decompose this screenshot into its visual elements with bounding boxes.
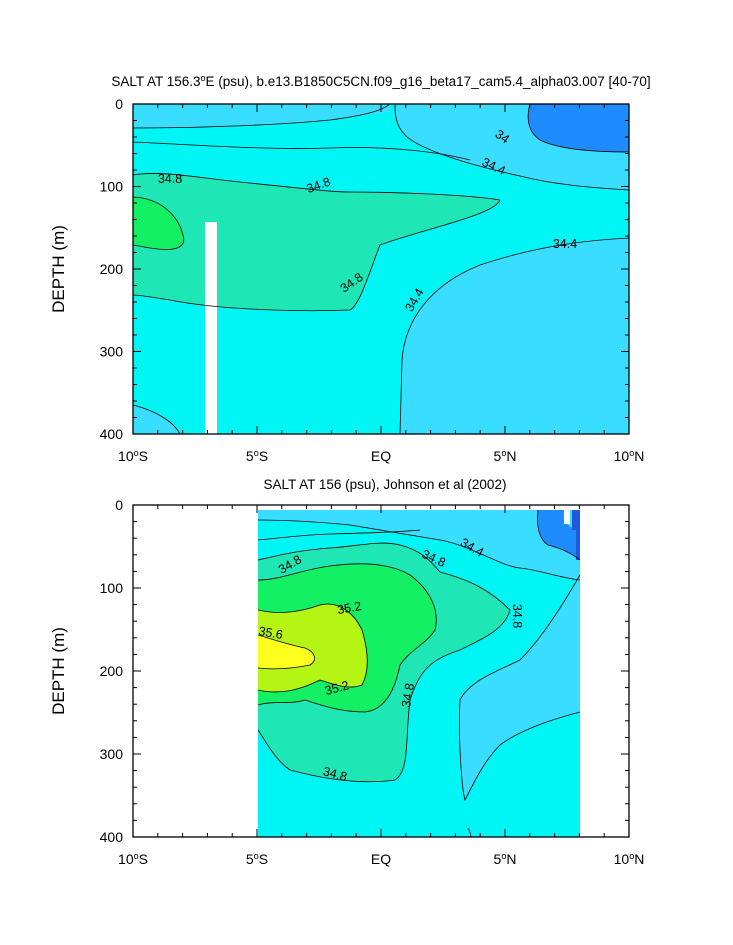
x-tick-label: EQ [371,448,391,464]
salinity-field-34-34.4-right [459,575,580,800]
x-tick-label: 5oN [494,851,517,867]
panel-2-title: SALT AT 156 (psu), Johnson et al (2002) [264,477,507,492]
salinity-field-lt-34 [528,104,629,152]
panel-2: SALT AT 156 (psu), Johnson et al (2002) [49,477,644,867]
panel-1-axes: 0 100 200 300 400 10oS 5oS EQ 5oN 10oN [100,96,645,464]
salinity-field-34-34.4-top [258,510,580,580]
salinity-field-34-34.4-bottom-left [133,405,180,434]
contour-label: 34.8 [158,172,182,186]
contour-label: 34.4 [553,237,577,251]
x-tick-label: 10oS [118,448,148,464]
salinity-field-lt-34 [537,510,580,560]
contour-label: 35.2 [323,678,350,698]
panel-2-fields [258,510,580,837]
panel-1-title: SALT AT 156.3oE (psu), b.e13.B1850C5CN.f… [111,73,650,89]
contour-label: 34.8 [510,604,524,628]
salinity-field-35.2-35.6 [133,197,184,250]
contour-label: 35.2 [336,599,362,617]
y-tick-label: 0 [115,96,123,112]
salinity-field-34.8-35.2 [133,173,500,311]
panel-2-contour-lines [258,510,580,837]
panel-2-axes: 0 100 200 300 400 10oS 5oS EQ 5oN 10oN [100,497,645,867]
x-tick-label: 5oS [246,448,268,464]
x-tick-label: 5oS [246,851,268,867]
missing-data-notch [564,510,570,524]
panel-2-y-axis-label: DEPTH (m) [49,627,68,715]
y-tick-label: 0 [115,497,123,513]
panel-1-y-axis-label: DEPTH (m) [49,225,68,313]
salinity-field-34-34.4-deep [400,238,629,434]
salinity-field-34-34.4-top-left [133,104,390,128]
y-tick-label: 200 [100,261,124,277]
x-tick-label: EQ [371,851,391,867]
y-tick-label: 400 [100,829,124,845]
y-tick-label: 300 [100,344,124,360]
x-tick-label: 10oN [614,448,645,464]
contour-label: 34.8 [321,764,348,784]
salinity-field-34-deep [572,510,580,560]
x-tick-label: 10oS [118,851,148,867]
y-tick-label: 100 [100,580,124,596]
panel-1: SALT AT 156.3oE (psu), b.e13.B1850C5CN.f… [49,73,651,464]
x-tick-label: 10oN [614,851,645,867]
panel-1-fields [133,104,629,434]
contour-label: 35.6 [257,624,283,642]
y-tick-label: 400 [100,426,124,442]
x-tick-label: 5oN [494,448,517,464]
y-tick-label: 200 [100,663,124,679]
y-tick-label: 100 [100,179,124,195]
salinity-field-gt-36 [258,635,315,669]
contour-label: 34.8 [399,682,417,708]
missing-data-column [205,222,217,434]
y-tick-label: 300 [100,746,124,762]
salinity-field-35.6-36 [258,604,368,692]
contour-label: 34 [493,127,512,146]
panel-1-contour-lines [133,104,629,434]
